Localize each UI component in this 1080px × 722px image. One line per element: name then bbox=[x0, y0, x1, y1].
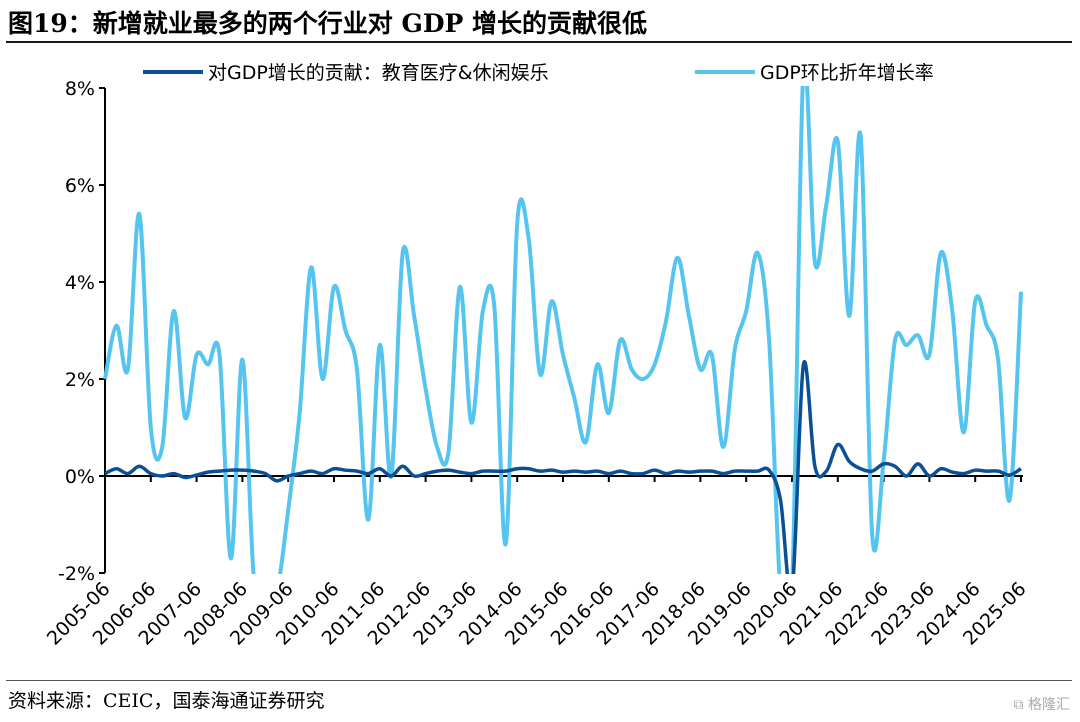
y-tick-label: 2% bbox=[65, 369, 95, 391]
y-tick-label: -2% bbox=[58, 563, 95, 585]
y-tick-label: 6% bbox=[65, 175, 95, 197]
figure-title: 图19：新增就业最多的两个行业对 GDP 增长的贡献很低 bbox=[8, 9, 648, 38]
y-tick-label: 8% bbox=[65, 78, 95, 100]
source-note: 资料来源：CEIC，国泰海通证券研究 bbox=[8, 690, 325, 712]
watermark-logo: ⧉ 格隆汇 bbox=[1013, 697, 1070, 713]
legend-label-contribution: 对GDP增长的贡献：教育医疗&休闲娱乐 bbox=[208, 62, 549, 84]
title-divider bbox=[6, 41, 1072, 43]
series-line-contribution bbox=[104, 359, 1022, 574]
series-line-gdp bbox=[103, 86, 1023, 574]
y-tick-label: 4% bbox=[65, 272, 95, 294]
y-tick-label: 0% bbox=[65, 466, 95, 488]
legend: 对GDP增长的贡献：教育医疗&休闲娱乐 GDP环比折年增长率 bbox=[143, 62, 934, 84]
legend-label-gdp: GDP环比折年增长率 bbox=[760, 62, 934, 84]
footer-divider bbox=[6, 680, 1072, 681]
